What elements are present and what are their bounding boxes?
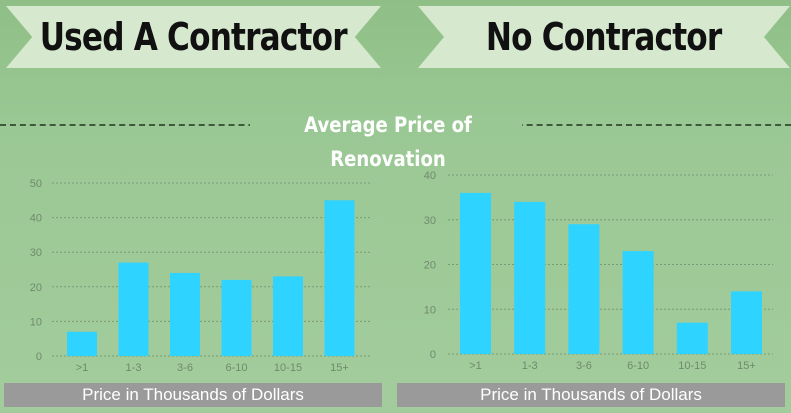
y-tick-label: 30 [424,215,436,227]
x-tick-label: 6-10 [225,362,247,374]
y-tick-label: 10 [30,316,42,328]
bar->1 [460,192,491,354]
bar-10-15 [676,322,708,354]
x-tick-label: 15+ [330,362,349,374]
chart-used-contractor: 0 10 20 30 40 50 >1 1-3 3-6 6-10 10-15 15+ [30,178,372,374]
banner-used-contractor: Used A Contractor [6,6,381,68]
x-axis-label-no-contractor: Price in Thousands of Dollars [397,383,785,407]
bar-6-10 [221,279,252,356]
x-tick-label: 10-15 [678,360,706,372]
x-tick-label: 10-15 [274,362,302,374]
bar->1 [67,331,97,356]
bar-1-3 [118,262,149,356]
section-title: Average Price of Renovation [304,113,472,171]
y-tick-label: 30 [30,247,42,259]
bar-10-15 [273,276,303,356]
y-tick-label: 40 [424,170,436,182]
x-tick-label: 6-10 [627,360,649,372]
x-tick-label: 1-3 [126,362,142,374]
y-tick-label: 0 [430,349,436,361]
bar-3-6 [568,224,600,354]
x-tick-label: 1-3 [522,360,538,372]
x-tick-label: >1 [469,360,482,372]
bar-15+ [324,200,355,356]
x-tick-label: 15+ [737,360,756,372]
bar-3-6 [170,272,200,356]
y-tick-label: 10 [424,304,436,316]
bar-1-3 [514,201,546,354]
x-tick-label: 3-6 [177,362,193,374]
y-tick-label: 40 [30,213,42,225]
x-tick-label: >1 [76,362,89,374]
banner-no-contractor-label: No Contractor [486,15,722,59]
section-title-backdrop [250,116,522,134]
y-tick-label: 20 [424,260,436,272]
bar-15+ [731,291,762,354]
banner-no-contractor: No Contractor [418,6,790,68]
bar-6-10 [622,251,654,354]
y-tick-label: 50 [30,178,42,190]
x-tick-label: 3-6 [576,360,592,372]
x-axis-label-used-contractor: Price in Thousands of Dollars [4,383,382,407]
y-tick-label: 0 [36,351,42,363]
banner-used-contractor-label: Used A Contractor [39,15,348,59]
y-tick-label: 20 [30,282,42,294]
chart-no-contractor: 0 10 20 30 40 >1 1-3 3-6 6-10 10-15 15+ [424,170,773,372]
